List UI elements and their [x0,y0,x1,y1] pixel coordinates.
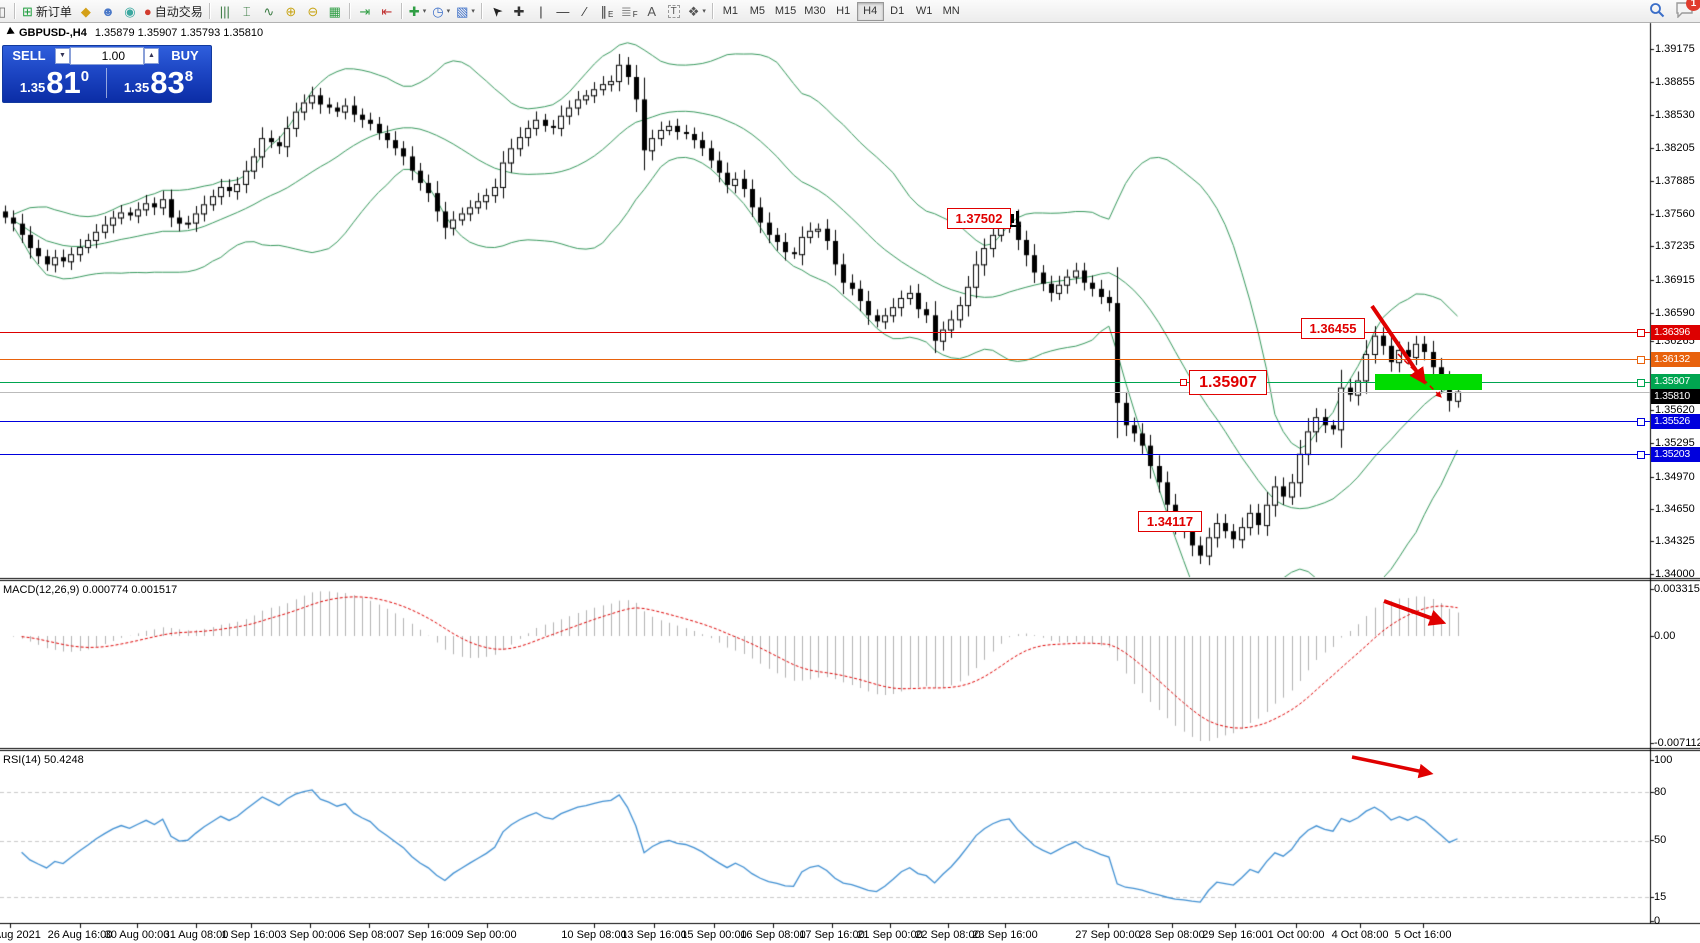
horizontal-level-line[interactable] [0,359,1650,360]
buy-price-big: 83 [150,65,185,100]
price-label-135907[interactable]: 1.35907 [1189,370,1267,395]
line-handle[interactable] [1637,329,1645,337]
one-click-trading-panel: SELL ▼ 1.00 ▲ BUY 1.35 81 0 1.35 83 8 [2,45,212,103]
symbol-ohlc-line: GBPUSD-,H4 1.35879 1.35907 1.35793 1.3581… [6,26,264,39]
support-zone-highlight[interactable] [1375,374,1482,390]
price-label-136455[interactable]: 1.36455 [1301,318,1365,339]
horizontal-level-line[interactable] [0,454,1650,455]
sell-price-head: 1.35 [19,80,46,95]
rsi-label: RSI(14) 50.4248 [3,754,84,766]
price-label-134117[interactable]: 1.34117 [1138,511,1202,532]
volume-decrease-button[interactable]: ▼ [55,48,70,64]
price-label-137502[interactable]: 1.37502 [947,208,1011,229]
buy-price-pip: 8 [184,68,194,85]
sell-price-big: 81 [46,65,81,100]
buy-price-head: 1.35 [123,80,150,95]
chart-pointer-icon [6,26,17,38]
horizontal-level-line[interactable] [0,332,1650,333]
macd-label: MACD(12,26,9) 0.000774 0.001517 [3,584,178,596]
price-divider [106,68,107,98]
horizontal-level-line[interactable] [0,382,1650,383]
volume-input[interactable]: 1.00 [70,47,144,65]
sell-price[interactable]: 1.35 81 0 [3,66,106,100]
ohlc-values: 1.35879 1.35907 1.35793 1.35810 [94,27,264,39]
line-handle[interactable] [1637,356,1645,364]
line-handle[interactable] [1637,379,1645,387]
sell-price-pip: 0 [80,68,90,85]
horizontal-level-line[interactable] [0,421,1650,422]
sell-button[interactable]: SELL [12,48,46,63]
volume-increase-button[interactable]: ▲ [144,48,159,64]
line-handle[interactable] [1637,418,1645,426]
line-handle[interactable] [1637,451,1645,459]
symbol-label: GBPUSD-,H4 [19,27,87,39]
buy-button[interactable]: BUY [171,48,199,63]
buy-price[interactable]: 1.35 83 8 [107,66,210,100]
